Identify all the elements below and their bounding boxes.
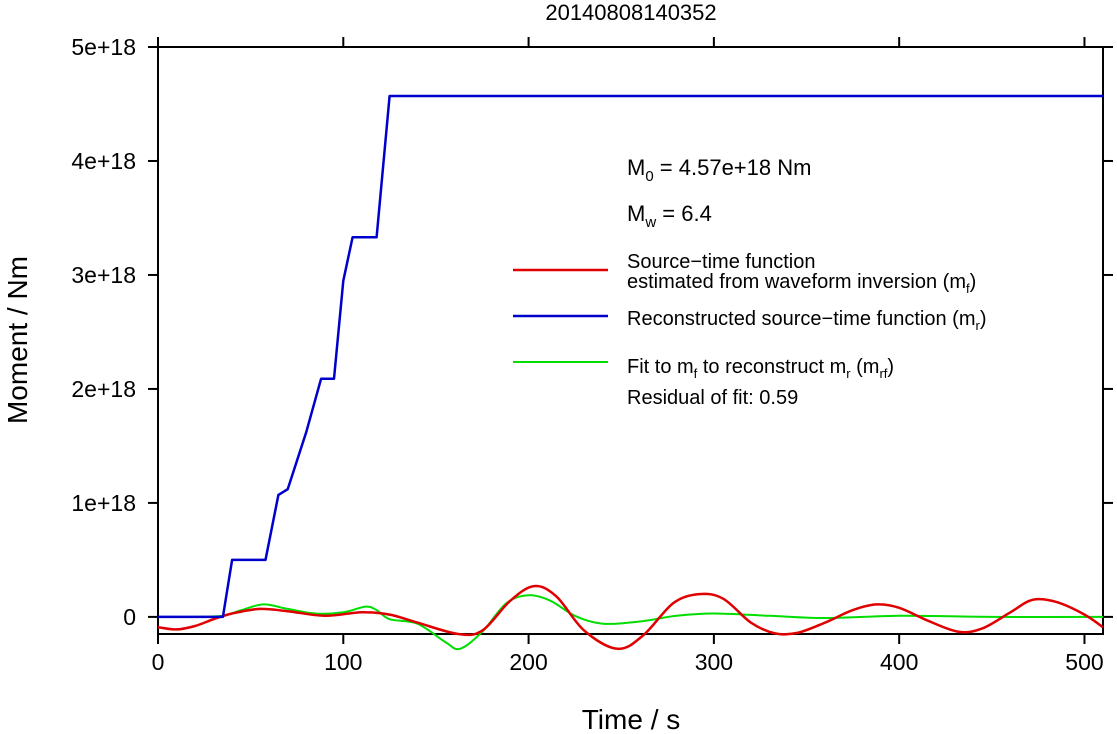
x-axis: 0 100 200 300 400 500	[152, 37, 1104, 675]
y-tick-label: 5e+18	[71, 34, 136, 60]
series-line-mrf	[157, 594, 1104, 651]
series-line-mr	[158, 94, 1103, 619]
y-tick-label: 4e+18	[71, 148, 136, 174]
x-tick-label: 300	[695, 649, 733, 675]
m0-annotation: M0 = 4.57e+18 Nm	[627, 155, 811, 185]
series-layer	[157, 94, 1104, 651]
y-axis-label: Moment / Nm	[2, 256, 33, 424]
x-tick-label: 500	[1065, 649, 1103, 675]
y-tick-label: 2e+18	[71, 376, 136, 402]
y-tick-label: 1e+18	[71, 490, 136, 516]
x-tick-label: 100	[324, 649, 362, 675]
plot-frame	[157, 46, 1104, 635]
y-tick-label: 3e+18	[71, 262, 136, 288]
chart-title: 20140808140352	[545, 0, 716, 25]
mw-annotation: Mw = 6.4	[627, 201, 712, 231]
y-tick-label: 0	[123, 604, 136, 630]
y-axis: 0 1e+18 2e+18 3e+18 4e+18 5e+18	[71, 34, 1113, 630]
legend-label-mf-line1: Source−time function	[627, 251, 815, 273]
series-line-mf	[157, 584, 1104, 651]
legend: Source−time function estimated from wave…	[513, 251, 987, 409]
legend-label-mr: Reconstructed source−time function (mr)	[627, 308, 987, 333]
residual-label: Residual of fit: 0.59	[627, 387, 798, 409]
x-tick-label: 200	[509, 649, 547, 675]
x-axis-label: Time / s	[582, 704, 681, 734]
x-tick-label: 0	[152, 649, 165, 675]
legend-label-mf-line2: estimated from waveform inversion (mf)	[627, 271, 976, 296]
x-tick-label: 400	[880, 649, 918, 675]
legend-label-mrf: Fit to mf to reconstruct mr (mrf)	[627, 356, 894, 381]
